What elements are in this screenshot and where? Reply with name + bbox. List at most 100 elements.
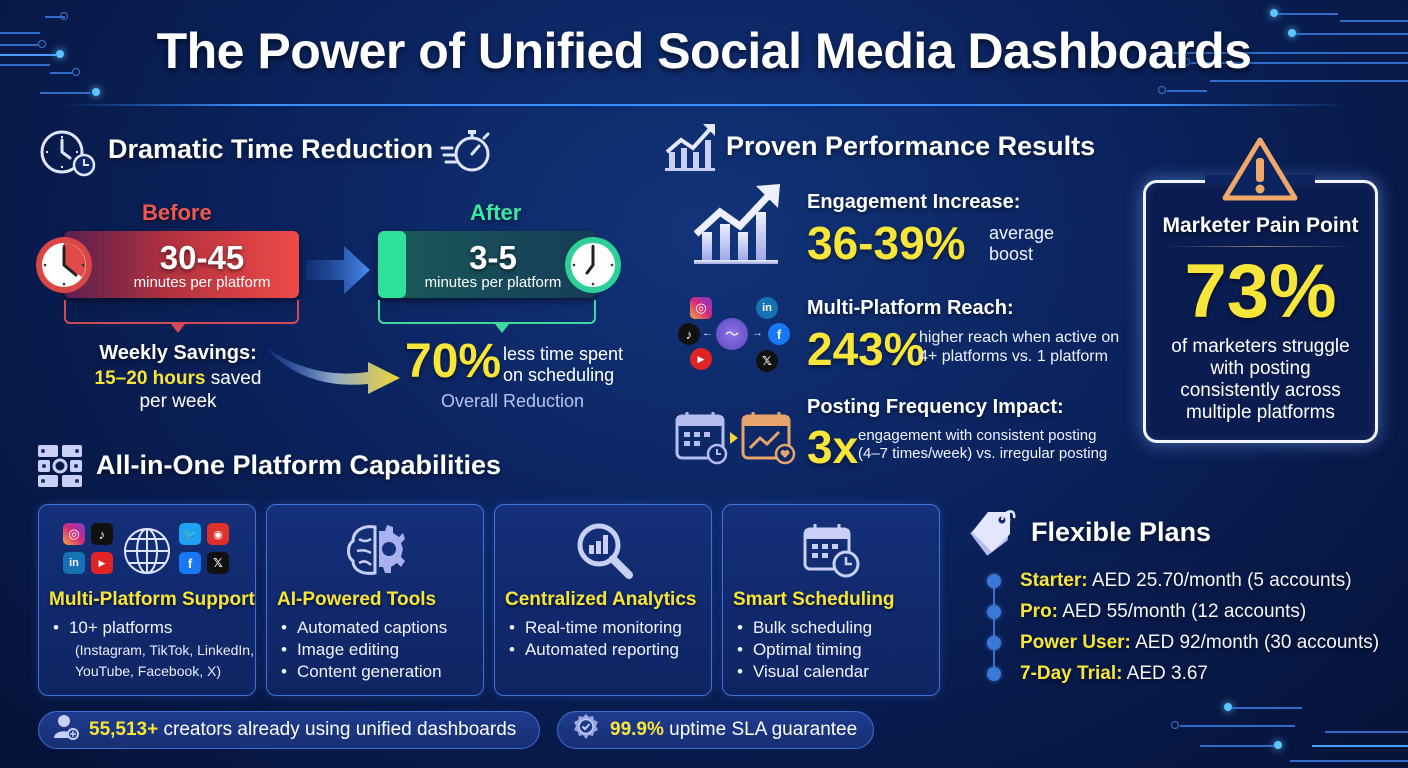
frequency-desc: engagement with consistent posting (4–7 … — [858, 427, 1107, 463]
weekly-savings-value: 15–20 hours saved — [60, 368, 296, 390]
uptime-value: 99.9% — [610, 719, 664, 740]
stopwatch-icon — [438, 124, 494, 179]
frequency-desc-line1: engagement with consistent posting — [858, 427, 1097, 444]
after-label: After — [470, 200, 522, 225]
growth-chart-icon — [663, 122, 717, 177]
instagram-icon: ◎ — [63, 523, 85, 545]
tiktok-icon: ♪ — [678, 323, 700, 345]
capability-card-ai-tools: AI-Powered Tools Automated captions Imag… — [266, 504, 484, 696]
modules-icon — [38, 445, 84, 492]
engagement-desc: average boost — [989, 223, 1054, 265]
weibo-icon: ◉ — [207, 523, 229, 545]
right-arrow-icon — [306, 244, 370, 301]
plan-bullet — [987, 574, 1001, 588]
reach-desc-line1: higher reach when active on — [919, 329, 1120, 346]
title-divider — [60, 104, 1350, 106]
frequency-desc-line2: (4–7 times/week) vs. irregular posting — [858, 445, 1108, 462]
instagram-icon: ◎ — [690, 297, 712, 319]
engagement-value: 36-39% — [807, 217, 966, 269]
performance-heading: Proven Performance Results — [726, 131, 1096, 161]
reach-value: 243% — [807, 323, 925, 375]
card-list-item: Visual calendar — [737, 661, 872, 683]
plan-bullet — [987, 636, 1001, 650]
pain-desc-line: consistently across — [1180, 380, 1341, 401]
platform-hub-icon: ◎ in ♪ 〜 f ▶ 𝕏 ← → — [676, 294, 792, 374]
plan-starter: Starter: AED 25.70/month (5 accounts) — [1020, 565, 1352, 596]
trending-chart-icon — [690, 182, 784, 273]
time-reduction-heading: Dramatic Time Reduction — [108, 134, 434, 164]
hub-trend-icon: 〜 — [716, 318, 748, 350]
overall-reduction-desc: less time spent on scheduling — [503, 344, 623, 386]
plan-pro: Pro: AED 55/month (12 accounts) — [1020, 596, 1306, 627]
card-list-item: Real-time monitoring — [509, 617, 682, 639]
card-note-line2: YouTube, Facebook, X) — [75, 663, 222, 679]
engagement-desc-line2: boost — [989, 244, 1034, 264]
clock-icon — [38, 128, 96, 183]
overall-desc-line1: less time spent — [503, 344, 624, 364]
plan-name: 7-Day Trial: — [1020, 663, 1123, 684]
reach-desc-line2: 4+ platforms vs. 1 platform — [919, 348, 1108, 365]
brain-gear-icon — [345, 521, 407, 584]
pain-point-box — [1143, 180, 1378, 443]
card-list-item: Automated captions — [281, 617, 447, 639]
pain-point-desc: of marketers struggle with posting consi… — [1143, 336, 1378, 424]
page-title: The Power of Unified Social Media Dashbo… — [156, 23, 1252, 79]
weekly-savings-line2: per week — [139, 391, 217, 412]
arrows-icon: ← — [702, 327, 713, 339]
after-box: 3-5 minutes per platform — [378, 231, 596, 298]
engagement-desc-line1: average — [989, 223, 1055, 243]
frequency-title: Posting Frequency Impact: — [807, 396, 1064, 418]
after-value: 3-5 — [469, 239, 517, 276]
card-title: Smart Scheduling — [733, 589, 895, 610]
creators-badge: 55,513+ creators already using unified d… — [38, 711, 540, 749]
x-icon: 𝕏 — [207, 552, 229, 574]
facebook-icon: f — [768, 323, 790, 345]
weekly-savings-rest: saved — [210, 368, 262, 389]
facebook-icon: f — [179, 552, 201, 574]
capabilities-heading: All-in-One Platform Capabilities — [96, 450, 502, 480]
before-value: 30-45 — [159, 239, 245, 276]
plan-detail: AED 55/month (12 accounts) — [1062, 601, 1307, 622]
twitter-icon: 🐦 — [179, 523, 201, 545]
price-tag-icon — [968, 508, 1020, 563]
before-box: 30-45 minutes per platform — [64, 231, 299, 298]
card-list-item: Image editing — [281, 639, 447, 661]
plan-detail: AED 92/month (30 accounts) — [1135, 632, 1380, 653]
pain-desc-line: multiple platforms — [1186, 402, 1335, 423]
plan-detail: AED 25.70/month (5 accounts) — [1091, 570, 1352, 591]
plan-name: Pro: — [1020, 601, 1058, 622]
before-pointer — [171, 324, 185, 333]
magnifier-analytics-icon — [575, 521, 635, 586]
calendar-clock-icon — [803, 523, 861, 584]
green-clock-icon — [563, 235, 623, 300]
card-list-item: Content generation — [281, 661, 447, 683]
user-add-icon — [53, 714, 79, 746]
card-list-item: Bulk scheduling — [737, 617, 872, 639]
tiktok-icon: ♪ — [91, 523, 113, 545]
overall-reduction-caption: Overall Reduction — [441, 391, 585, 411]
capability-card-multi-platform: ◎ ♪ in ▶ 🐦 ◉ f 𝕏 Multi-Platform Support … — [38, 504, 256, 696]
uptime-badge: 99.9% uptime SLA guarantee — [557, 711, 874, 749]
reach-title: Multi-Platform Reach: — [807, 297, 1014, 319]
calendar-to-growth-icon — [675, 410, 797, 471]
capability-card-scheduling: Smart Scheduling Bulk scheduling Optimal… — [722, 504, 940, 696]
youtube-icon: ▶ — [91, 552, 113, 574]
plans-heading: Flexible Plans — [1031, 517, 1212, 547]
card-note: (Instagram, TikTok, LinkedIn, YouTube, F… — [53, 640, 254, 682]
card-list: Real-time monitoring Automated reporting — [509, 617, 682, 661]
warning-icon — [1221, 136, 1299, 207]
card-title: AI-Powered Tools — [277, 589, 437, 610]
before-label: Before — [142, 200, 212, 225]
plan-name: Power User: — [1020, 632, 1131, 653]
red-clock-icon — [34, 235, 94, 300]
plan-power-user: Power User: AED 92/month (30 accounts) — [1020, 627, 1379, 658]
card-list: 10+ platforms — [53, 617, 172, 639]
creators-count: 55,513+ — [89, 719, 159, 740]
pain-point-value: 73% — [1184, 249, 1337, 334]
card-list-item: 10+ platforms — [53, 617, 172, 639]
reach-desc: higher reach when active on 4+ platforms… — [919, 328, 1119, 366]
before-unit: minutes per platform — [133, 274, 271, 291]
card-list-item: Optimal timing — [737, 639, 872, 661]
card-list-item: Automated reporting — [509, 639, 682, 661]
verified-gear-icon — [572, 713, 600, 747]
